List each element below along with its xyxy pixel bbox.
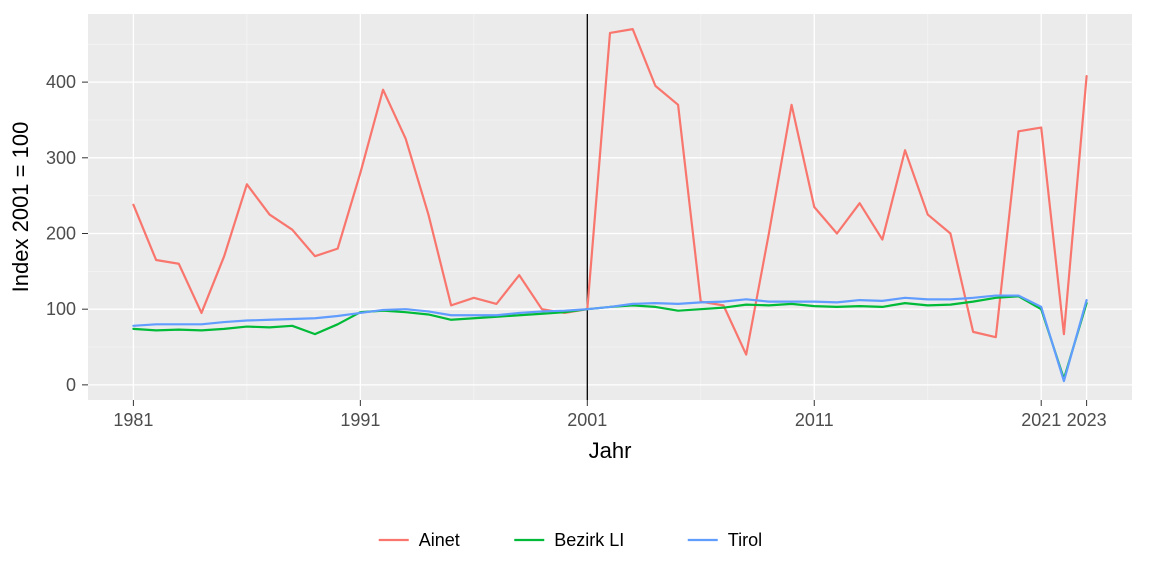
x-axis-title: Jahr: [589, 438, 632, 463]
line-chart: 1981 1991 2001 2011 2021 2023 0 100 200 300 400 Jah…: [0, 0, 1152, 576]
legend-label: Tirol: [728, 530, 762, 550]
x-tick-label: 2021: [1021, 410, 1061, 430]
x-tick-label: 2001: [567, 410, 607, 430]
x-tick-label: 1981: [113, 410, 153, 430]
x-tick-label: 2023: [1067, 410, 1107, 430]
y-axis-title: Index 2001 = 100: [8, 122, 33, 293]
x-tick-label: 1991: [340, 410, 380, 430]
chart-svg: 1981 1991 2001 2011 2021 2023 0 100 200 300 400 Jah…: [0, 0, 1152, 576]
y-tick-label: 300: [46, 148, 76, 168]
legend-label: Ainet: [419, 530, 460, 550]
y-tick-label: 400: [46, 72, 76, 92]
y-tick-label: 100: [46, 299, 76, 319]
x-tick-label: 2011: [795, 410, 834, 430]
panel-background: [88, 14, 1132, 400]
y-tick-label: 0: [66, 375, 76, 395]
y-tick-label: 200: [46, 223, 76, 243]
legend-label: Bezirk LI: [554, 530, 624, 550]
